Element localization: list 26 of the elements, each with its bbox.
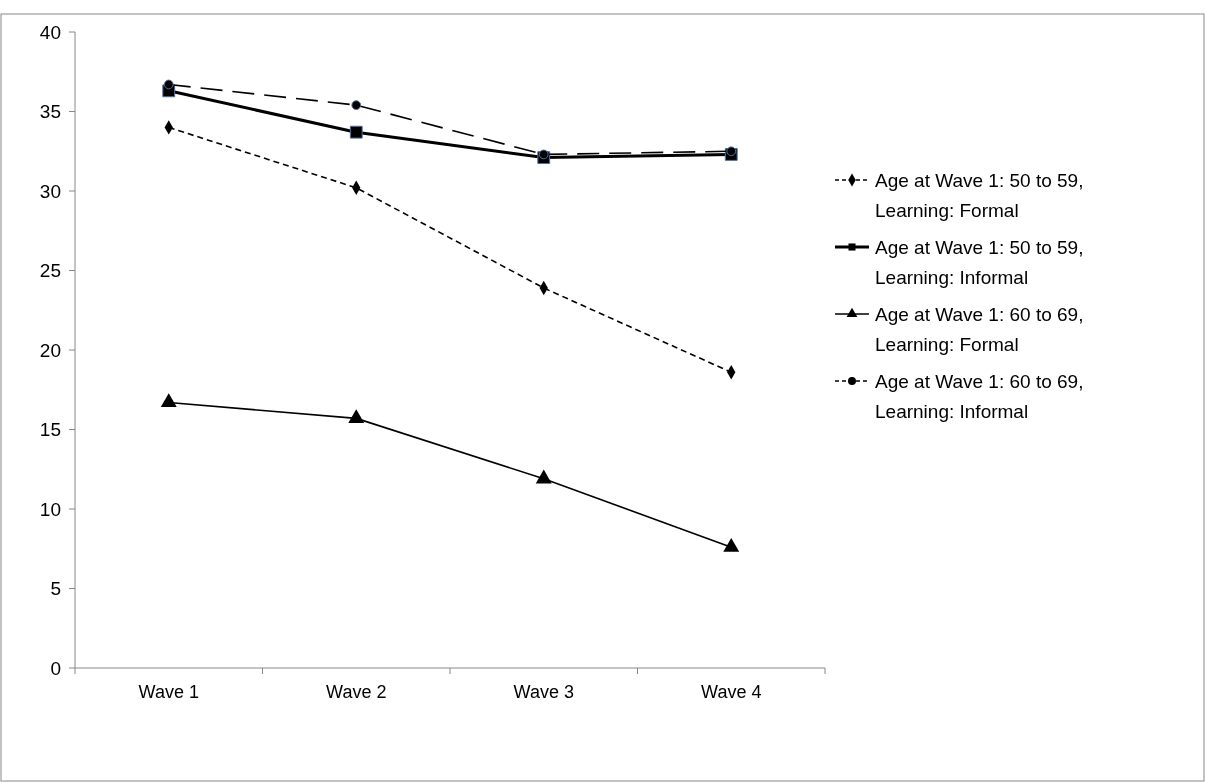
point [349,125,363,139]
point [160,393,177,408]
y-tick-label: 15 [39,419,61,441]
y-tick-label: 30 [39,180,61,202]
x-tick-label: Wave 4 [701,682,762,702]
point [351,100,362,110]
point [538,149,549,160]
legend-label: Age at Wave 1: 60 to 69, Learning: Informal [875,370,1084,422]
point [163,79,174,90]
y-tick-label: 10 [39,498,61,520]
x-tick-label: Wave 3 [513,682,574,702]
y-tick-label: 5 [50,578,61,600]
y-tick-label: 25 [39,260,61,282]
legend-label: Age at Wave 1: 50 to 59, Learning: Informal [875,236,1084,288]
y-tick-label: 40 [39,21,61,43]
x-tick-label: Wave 2 [326,682,387,702]
point [723,537,740,552]
point [535,469,552,484]
x-tick-label: Wave 1 [138,682,199,702]
y-tick-label: 20 [39,339,61,361]
point [348,409,365,423]
legend-label: Age at Wave 1: 60 to 69, Learning: Formal [875,303,1084,355]
legend-label: Age at Wave 1: 50 to 59, Learning: Formal [875,169,1084,221]
point [726,146,737,157]
y-tick-label: 0 [50,657,61,679]
y-tick-label: 35 [39,101,61,123]
